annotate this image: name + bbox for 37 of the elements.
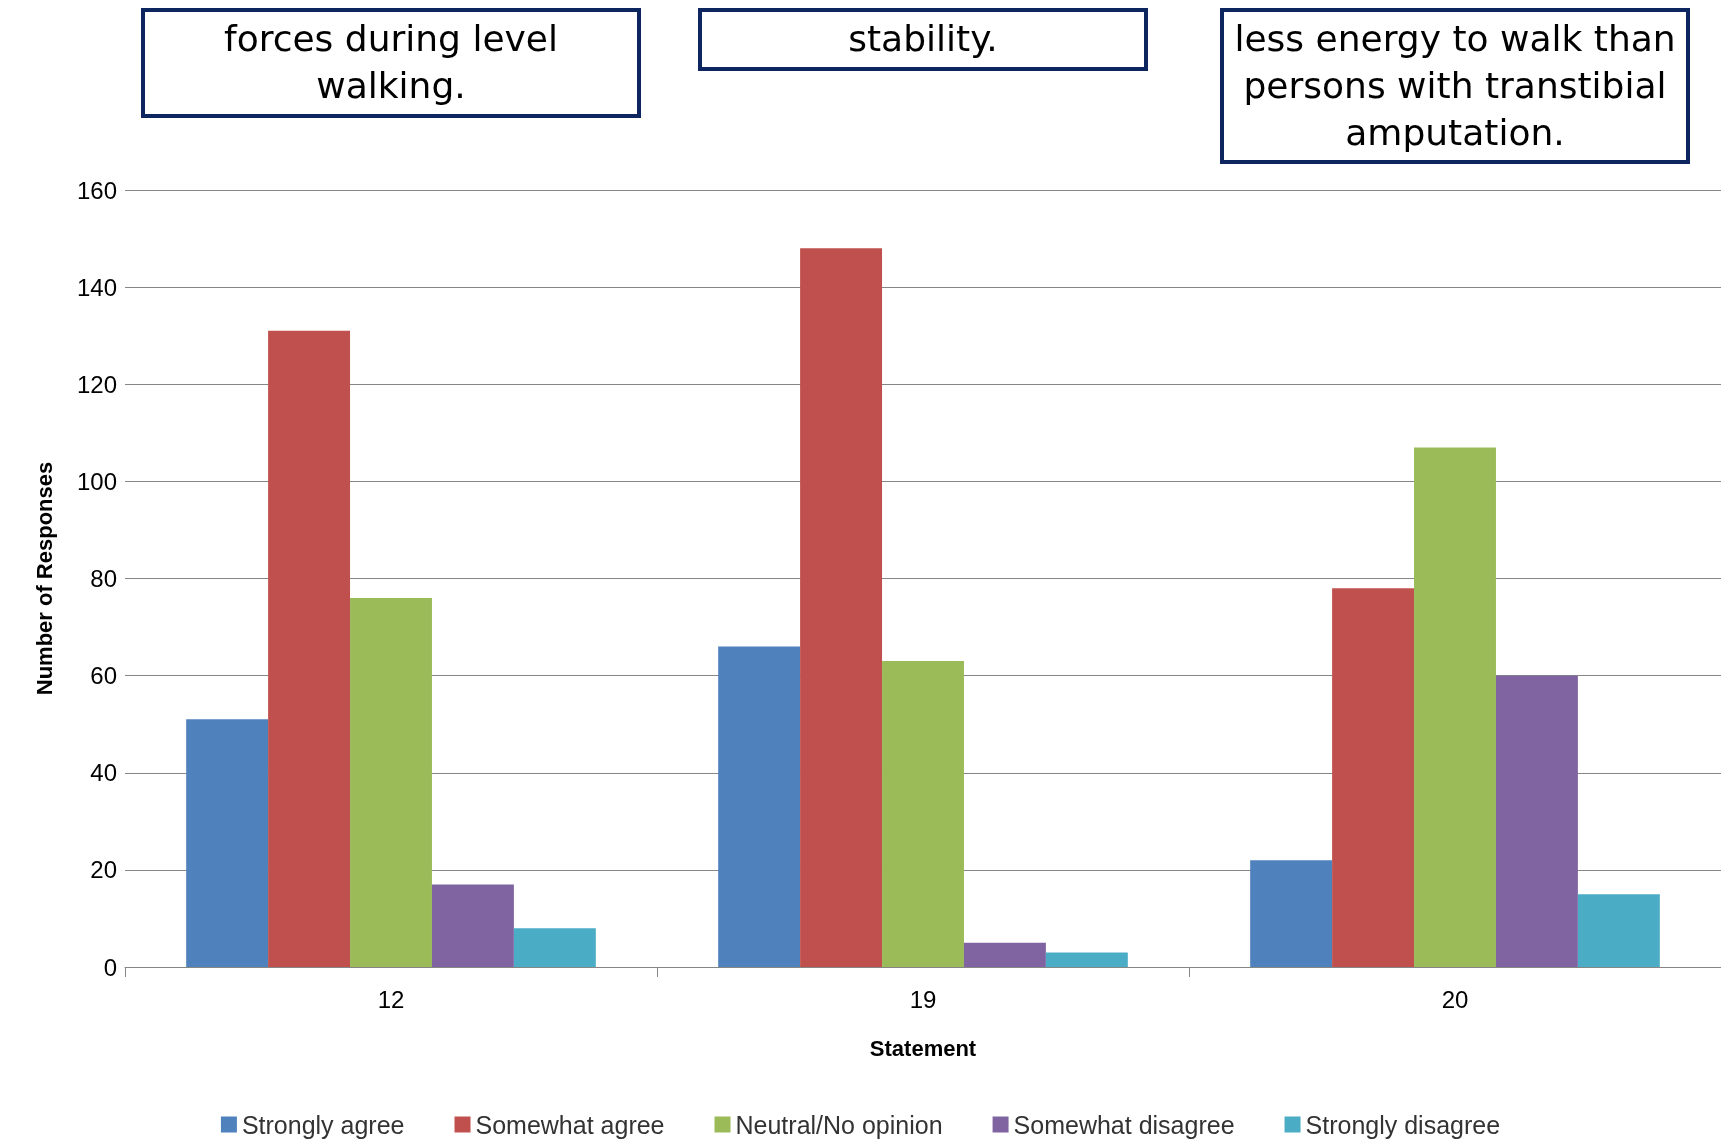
bar	[1250, 860, 1333, 967]
note-box: stability.	[698, 8, 1148, 71]
note-box: less energy to walk than persons with transtibial amputation.	[1220, 8, 1690, 165]
bar	[1495, 675, 1578, 967]
legend-label: Somewhat agree	[475, 1110, 665, 1139]
bar	[268, 330, 351, 967]
y-tick-label: 100	[76, 467, 117, 495]
x-tick-label: 20	[1441, 985, 1469, 1013]
x-tick-label: 12	[377, 985, 405, 1013]
legend-label: Neutral/No opinion	[735, 1110, 943, 1139]
bar	[963, 942, 1046, 967]
bar	[186, 719, 269, 967]
note-box: forces during level walking.	[141, 8, 641, 118]
y-tick-label: 60	[90, 662, 117, 690]
bar	[1577, 894, 1660, 967]
x-axis-title: Statement	[869, 1035, 977, 1061]
y-tick-label: 160	[76, 176, 117, 204]
y-tick-label: 20	[90, 856, 117, 884]
bar	[1045, 952, 1128, 967]
y-tick-label: 120	[76, 370, 117, 398]
y-axis-title: Number of Responses	[31, 461, 57, 696]
y-tick-label: 0	[103, 953, 117, 981]
legend-label: Strongly disagree	[1305, 1110, 1501, 1139]
bar	[431, 884, 514, 967]
y-tick-label: 80	[90, 565, 117, 592]
bar	[1414, 447, 1496, 967]
x-tick-label: 19	[909, 985, 937, 1013]
bar	[1332, 588, 1415, 967]
bar	[882, 661, 964, 967]
legend-label: Somewhat disagree	[1013, 1110, 1235, 1139]
y-tick-label: 40	[90, 759, 117, 787]
bar	[800, 248, 883, 967]
y-tick-label: 140	[76, 273, 117, 301]
legend-label: Strongly agree	[241, 1110, 405, 1139]
bar	[350, 597, 432, 967]
bar	[718, 646, 801, 967]
bar	[513, 928, 596, 967]
